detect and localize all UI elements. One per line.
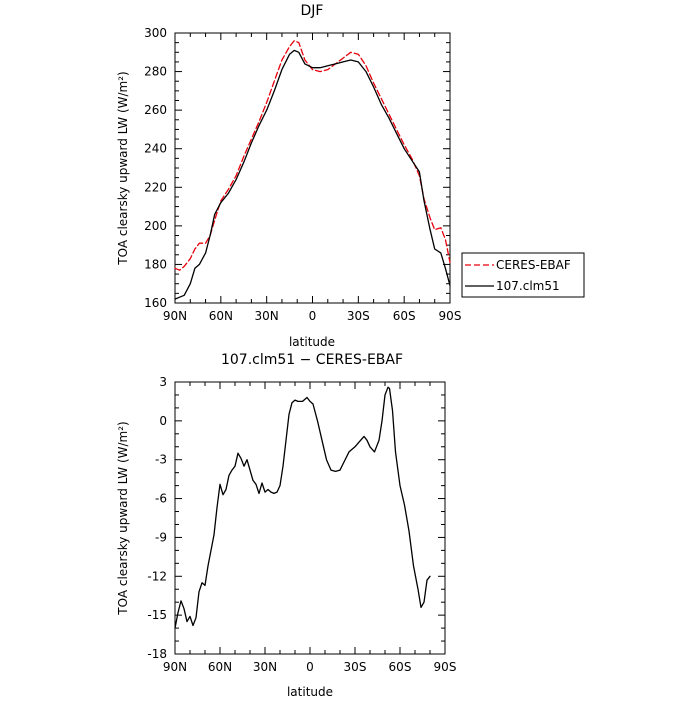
- top-x-tick-label: 30N: [255, 309, 279, 323]
- top-plot-frame: [174, 32, 451, 304]
- legend-box: [461, 252, 585, 298]
- bottom-y-tick-label: -6: [155, 492, 167, 506]
- bottom-x-tick-label: 30S: [344, 660, 367, 674]
- top-y-tick-label: 240: [144, 142, 167, 156]
- bottom-plot-area: 90N 60N 30N 0 30S 60S 90S -18 -15 -12 -9 -6 -3 0 3: [147, 375, 456, 674]
- bottom-x-tick-label: 30N: [253, 660, 277, 674]
- bottom-y-tick-label: -15: [147, 608, 167, 622]
- top-x-axis-label: latitude: [289, 335, 335, 349]
- top-plot-area: 90N 60N 30N 0 30S 60S 90S 160 180 200 220 240 260 280…: [144, 26, 461, 323]
- bottom-y-tick-label: 0: [159, 414, 167, 428]
- bottom-y-tick-label: -18: [147, 647, 167, 661]
- bottom-series-line-0: [174, 386, 431, 629]
- bottom-title: 107.clm51 − CERES-EBAF: [221, 352, 403, 368]
- bottom-x-axis-label: latitude: [287, 685, 333, 699]
- bottom-x-tick-label: 60N: [208, 660, 232, 674]
- top-y-tick-label: 260: [144, 103, 167, 117]
- top-y-tick-label: 160: [144, 296, 167, 310]
- bottom-x-tick-label: 60S: [389, 660, 412, 674]
- top-y-tick-label: 280: [144, 65, 167, 79]
- top-x-tick-label: 90S: [439, 309, 462, 323]
- bottom-y-tick-label: -3: [155, 453, 167, 467]
- legend-label-ceres: CERES-EBAF: [496, 258, 571, 272]
- bottom-x-tick-label: 90N: [163, 660, 187, 674]
- top-x-tick-label: 0: [309, 309, 317, 323]
- top-title: DJF: [301, 3, 324, 19]
- bottom-y-tick-label: -9: [155, 530, 167, 544]
- top-x-tick-label: 60N: [209, 309, 233, 323]
- top-y-tick-label: 180: [144, 257, 167, 271]
- top-x-tick-label: 60S: [393, 309, 416, 323]
- legend-label-clm51: 107.clm51: [496, 279, 560, 293]
- bottom-y-tick-label: 3: [159, 375, 167, 389]
- top-y-axis-label: TOA clearsky upward LW (W/m²): [116, 71, 130, 265]
- bottom-y-tick-label: -12: [147, 569, 167, 583]
- legend-item-ceres: CERES-EBAF: [465, 258, 571, 272]
- bottom-x-tick-label: 90S: [434, 660, 457, 674]
- top-series-line-107-clm51: [174, 49, 451, 300]
- legend-item-clm51: 107.clm51: [465, 279, 560, 293]
- top-x-tick-label: 90N: [163, 309, 187, 323]
- bottom-x-tick-label: 0: [306, 660, 314, 674]
- top-y-tick-label: 200: [144, 219, 167, 233]
- panel-top: DJF 90N 60N 30N 0 30S 60S 90S 160 180 200 220 240 26…: [116, 3, 461, 349]
- top-x-tick-label: 30S: [347, 309, 370, 323]
- bottom-y-axis-label: TOA clearsky upward LW (W/m²): [116, 421, 130, 615]
- panel-bottom: 107.clm51 − CERES-EBAF 90N 60N 30N 0 30S 60S 9…: [116, 352, 456, 699]
- top-y-tick-label: 300: [144, 26, 167, 40]
- legend: CERES-EBAF 107.clm51: [461, 252, 585, 298]
- top-y-tick-label: 220: [144, 180, 167, 194]
